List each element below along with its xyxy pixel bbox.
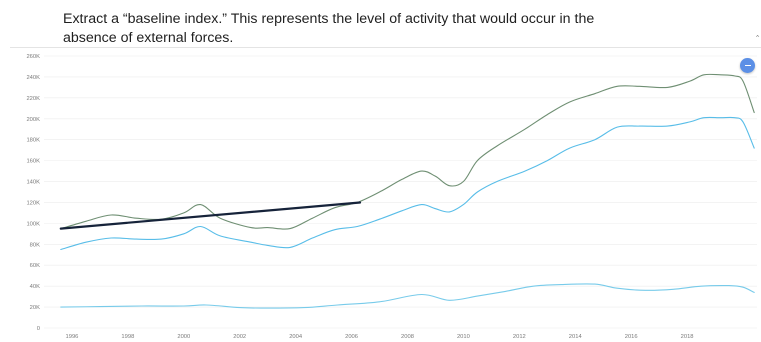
series-line-low	[60, 283, 755, 309]
y-tick-label: 60K	[30, 263, 40, 269]
x-tick-label: 1998	[121, 334, 134, 340]
x-axis-ticks: 1996 1998 2000 2002 2004 2006 2008 2010 2012 2014…	[66, 334, 694, 340]
x-tick-label: 2014	[569, 334, 583, 340]
series-line-top	[60, 73, 755, 230]
y-tick-label: 140K	[26, 180, 40, 186]
x-tick-label: 2010	[457, 334, 470, 340]
x-tick-label: 2000	[177, 334, 190, 340]
y-tick-label: 0	[37, 326, 40, 332]
x-tick-label: 2006	[345, 334, 358, 340]
y-tick-label: 40K	[30, 284, 40, 290]
x-tick-label: 2002	[233, 334, 246, 340]
series-line-baseline	[59, 201, 362, 230]
series-line-mid	[60, 116, 755, 251]
x-tick-label: 2012	[513, 334, 526, 340]
chevron-icon[interactable]: ‹	[753, 34, 761, 38]
y-tick-label: 180K	[26, 138, 40, 144]
series-lines	[59, 73, 755, 309]
x-tick-label: 2008	[401, 334, 414, 340]
collapse-button[interactable]	[740, 58, 755, 73]
x-tick-label: 2018	[681, 334, 694, 340]
instruction-caption: Extract a “baseline index.” This represe…	[63, 11, 595, 46]
y-tick-label: 240K	[26, 75, 40, 81]
y-tick-label: 20K	[30, 305, 40, 311]
y-tick-label: 260K	[26, 54, 40, 60]
x-tick-label: 1996	[66, 334, 79, 340]
y-tick-label: 160K	[26, 159, 40, 165]
x-tick-label: 2016	[625, 334, 638, 340]
y-axis-ticks: 0 20K 40K 60K 80K 100K 120K 140K 160K 180K 200K 220…	[26, 54, 40, 332]
x-tick-label: 2004	[289, 334, 303, 340]
y-tick-label: 200K	[26, 117, 40, 123]
y-tick-label: 100K	[26, 221, 40, 227]
gridlines	[44, 55, 757, 329]
y-tick-label: 220K	[26, 96, 40, 102]
y-tick-label: 120K	[26, 200, 40, 206]
chart-panel	[10, 47, 761, 342]
y-tick-label: 80K	[30, 242, 40, 248]
